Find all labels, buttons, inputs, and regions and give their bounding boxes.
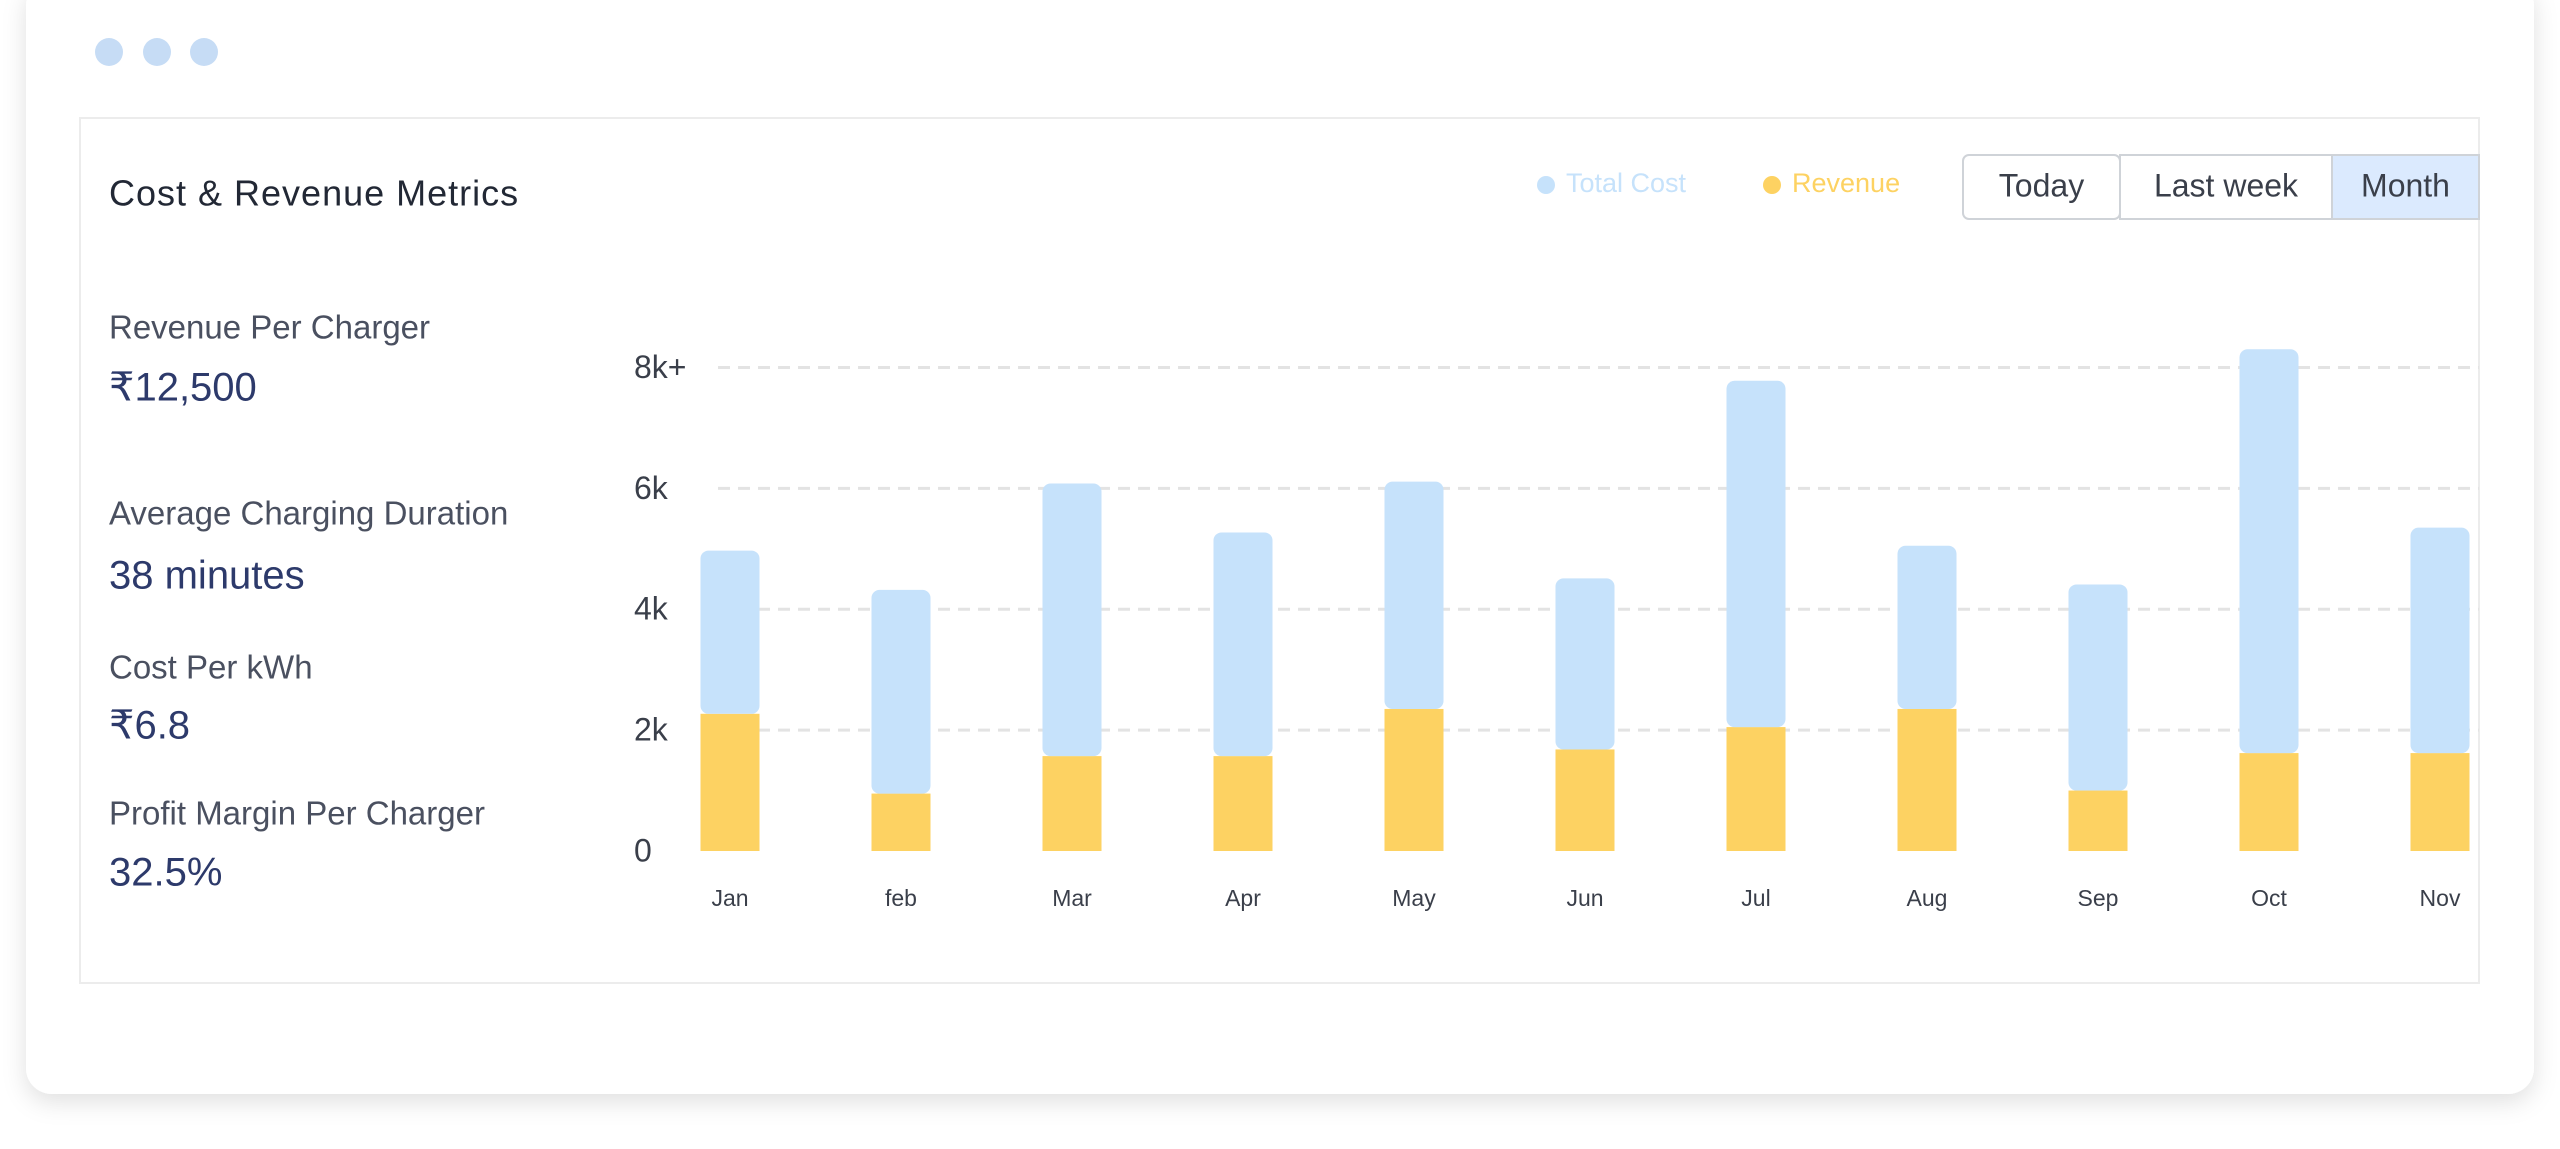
legend-label: Revenue: [1792, 168, 1900, 198]
panel: [79, 117, 2480, 984]
plot: 0 2k 4k 6k 8k+ Jan feb Mar Apr May Jun Jul Aug Sep Oct…: [634, 349, 2479, 911]
legend: Total Cost Revenue: [1537, 168, 1900, 198]
range-button[interactable]: [2119, 154, 2333, 220]
range-button-label[interactable]: Month: [2361, 167, 2450, 203]
bar-segment: [2239, 753, 2299, 851]
x-tick-label: Jul: [1741, 885, 1770, 911]
bar-segment: [1384, 708, 1444, 851]
bar-segment: [1726, 727, 1786, 851]
y-tick-label: 4k: [634, 591, 669, 627]
metrics: Revenue Per Charger ₹12,500 Average Chargi…: [109, 309, 508, 895]
bar-segment: [2239, 349, 2299, 754]
bar-segment: [1897, 708, 1957, 851]
bar-segment: [871, 589, 931, 794]
metric-value: 38 minutes: [109, 554, 305, 598]
window-dot: [95, 38, 123, 66]
range-buttons: Today Last week Month: [1962, 154, 2480, 220]
panel-title: Cost & Revenue Metrics: [109, 173, 519, 214]
y-tick-label: 0: [634, 832, 652, 868]
x-tick-label: Apr: [1225, 885, 1261, 911]
bar-segment: [1042, 483, 1102, 757]
x-tick-label: Oct: [2251, 885, 2287, 911]
x-tick-label: Mar: [1052, 885, 1092, 911]
legend-marker: [1537, 176, 1555, 194]
bar-segment: [1213, 756, 1273, 851]
legend-marker: [1763, 176, 1781, 194]
metric-label: Profit Margin Per Charger: [109, 795, 485, 832]
x-tick-label: Nov: [2420, 885, 2461, 911]
range-button-label[interactable]: Last week: [2154, 167, 2299, 203]
bar-segment: [2410, 753, 2470, 851]
bar-segment: [871, 793, 931, 851]
bar-segment: [2068, 790, 2128, 851]
bar-segment: [1555, 749, 1615, 851]
y-tick-label: 8k+: [634, 349, 686, 385]
metric-label: Revenue Per Charger: [109, 309, 430, 346]
bar-segment: [1726, 380, 1786, 728]
x-tick-label: feb: [885, 885, 917, 911]
window-dot: [143, 38, 171, 66]
bar-segment: [1555, 578, 1615, 750]
bar-segment: [1042, 756, 1102, 851]
x-tick-label: Jan: [711, 885, 748, 911]
metric-value: 32.5%: [109, 851, 222, 895]
bar-segment: [1213, 532, 1273, 757]
x-tick-label: Aug: [1907, 885, 1948, 911]
x-tick-label: Sep: [2078, 885, 2119, 911]
metric-value: ₹6.8: [109, 704, 190, 748]
metric-value: ₹12,500: [109, 366, 257, 410]
x-tick-label: May: [1392, 885, 1436, 911]
window-dot: [190, 38, 218, 66]
bar-segment: [700, 550, 760, 714]
bar-segment: [2068, 584, 2128, 791]
bar-segment: [1897, 545, 1957, 709]
y-tick-label: 6k: [634, 470, 669, 506]
bar-segment: [700, 713, 760, 851]
x-tick-label: Jun: [1566, 885, 1603, 911]
range-button-label[interactable]: Today: [1999, 167, 2084, 203]
metric-label: Average Charging Duration: [109, 495, 508, 532]
range-button[interactable]: [2331, 154, 2480, 220]
metric-label: Cost Per kWh: [109, 649, 313, 686]
legend-label: Total Cost: [1566, 168, 1687, 198]
bar-segment: [2410, 527, 2470, 754]
bar-segment: [1384, 481, 1444, 709]
y-tick-label: 2k: [634, 712, 669, 748]
